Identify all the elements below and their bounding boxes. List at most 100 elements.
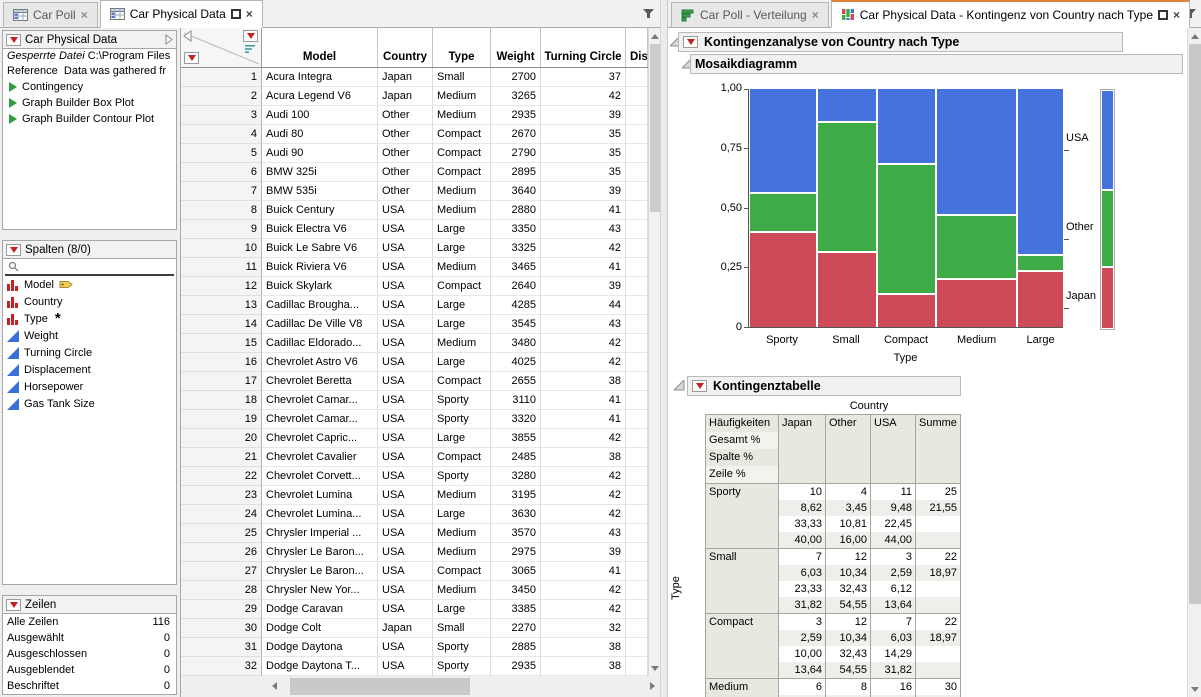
cell[interactable]: 3630 (491, 505, 541, 524)
table-row[interactable]: 5 Audi 90 Other Compact 2790 35 (181, 144, 648, 163)
table-row[interactable]: 12 Buick Skylark USA Compact 2640 39 (181, 277, 648, 296)
row-number[interactable]: 1 (181, 68, 262, 87)
contingency-cell[interactable]: 12 10,34 32,43 54,55 (825, 548, 871, 614)
row-number[interactable]: 10 (181, 239, 262, 258)
col-header-japan[interactable]: Japan (778, 414, 826, 484)
cell[interactable]: Medium (433, 106, 491, 125)
close-icon[interactable]: × (245, 7, 253, 21)
cell[interactable]: Large (433, 220, 491, 239)
row-number[interactable]: 16 (181, 353, 262, 372)
cell[interactable]: 3480 (491, 334, 541, 353)
cell[interactable]: USA (378, 201, 433, 220)
contingency-cell[interactable]: 3 2,59 6,12 13,64 (870, 548, 916, 614)
cell[interactable]: USA (378, 657, 433, 676)
cell[interactable]: Medium (433, 258, 491, 277)
cell[interactable]: Audi 90 (262, 144, 378, 163)
row-number[interactable]: 4 (181, 125, 262, 144)
tab-car-physical-data-kontingenz-von-country-nach-type[interactable]: Car Physical Data - Kontingenz von Count… (830, 0, 1191, 28)
red-triangle-menu-icon[interactable] (683, 36, 698, 48)
mosaic-segment-japan-small[interactable] (817, 252, 876, 327)
cell[interactable]: 35 (541, 125, 626, 144)
table-row[interactable]: 11 Buick Riviera V6 USA Medium 3465 41 (181, 258, 648, 277)
row-number[interactable]: 29 (181, 600, 262, 619)
contingency-cell[interactable]: 7 6,03 14,29 31,82 (870, 613, 916, 679)
cell[interactable] (626, 562, 648, 581)
red-triangle-menu-icon[interactable] (6, 598, 21, 611)
table-row[interactable]: 27 Chrysler Le Baron... USA Compact 3065 41 (181, 562, 648, 581)
row-number[interactable]: 22 (181, 467, 262, 486)
cell[interactable]: 35 (541, 163, 626, 182)
cell[interactable] (626, 87, 648, 106)
cell[interactable]: Compact (433, 372, 491, 391)
cell[interactable]: 41 (541, 201, 626, 220)
window-splitter[interactable] (660, 0, 668, 697)
cell[interactable]: USA (378, 600, 433, 619)
close-icon[interactable]: × (1173, 7, 1181, 22)
cell[interactable]: Sporty (433, 391, 491, 410)
cell[interactable]: Medium (433, 182, 491, 201)
row-number[interactable]: 21 (181, 448, 262, 467)
cell[interactable]: USA (378, 220, 433, 239)
cell[interactable]: Chevrolet Astro V6 (262, 353, 378, 372)
cell[interactable] (626, 543, 648, 562)
cell[interactable]: Sporty (433, 638, 491, 657)
cell[interactable]: Large (433, 296, 491, 315)
cell[interactable]: Large (433, 505, 491, 524)
mosaic-segment-japan-large[interactable] (1018, 271, 1063, 327)
cell[interactable]: Other (378, 106, 433, 125)
collapse-panels-icon[interactable] (183, 30, 192, 45)
scroll-up-arrow[interactable] (1189, 30, 1201, 42)
margin-segment-other[interactable] (1102, 191, 1113, 266)
table-row[interactable]: 25 Chrysler Imperial ... USA Medium 3570 43 (181, 524, 648, 543)
contingency-cell[interactable]: 11 9,48 22,45 44,00 (870, 483, 916, 549)
table-row[interactable]: 6 BMW 325i Other Compact 2895 35 (181, 163, 648, 182)
cell[interactable]: 42 (541, 429, 626, 448)
table-row[interactable]: 16 Chevrolet Astro V6 USA Large 4025 42 (181, 353, 648, 372)
cell[interactable]: 2895 (491, 163, 541, 182)
cell[interactable]: USA (378, 486, 433, 505)
cell[interactable]: Chevrolet Beretta (262, 372, 378, 391)
row-number[interactable]: 26 (181, 543, 262, 562)
column-item-displacement[interactable]: Displacement (3, 361, 176, 378)
maximize-icon[interactable] (1158, 9, 1169, 20)
cell[interactable]: 3350 (491, 220, 541, 239)
cell[interactable]: Chevrolet Capric... (262, 429, 378, 448)
contingency-cell[interactable]: 86,90 (825, 678, 871, 697)
cell[interactable]: Buick Le Sabre V6 (262, 239, 378, 258)
cell[interactable]: 3065 (491, 562, 541, 581)
table-row[interactable]: 10 Buick Le Sabre V6 USA Large 3325 42 (181, 239, 648, 258)
cell[interactable]: BMW 325i (262, 163, 378, 182)
table-row[interactable]: 26 Chrysler Le Baron... USA Medium 2975 39 (181, 543, 648, 562)
grid-horizontal-scrollbar[interactable] (266, 676, 660, 697)
scroll-right-arrow[interactable] (646, 680, 658, 692)
row-number[interactable]: 30 (181, 619, 262, 638)
column-item-turning-circle[interactable]: Turning Circle (3, 344, 176, 361)
cell[interactable]: 4285 (491, 296, 541, 315)
expand-panel-icon[interactable] (165, 34, 173, 45)
scrollbar-thumb[interactable] (1189, 44, 1201, 604)
cell[interactable]: 3385 (491, 600, 541, 619)
cell[interactable]: Japan (378, 619, 433, 638)
column-header-partial[interactable]: Displacement (626, 28, 648, 67)
col-header-other[interactable]: Other (825, 414, 871, 484)
cell[interactable]: USA (378, 315, 433, 334)
cell[interactable]: 41 (541, 391, 626, 410)
cell[interactable]: 2790 (491, 144, 541, 163)
mosaic-segment-japan-medium[interactable] (937, 280, 1017, 327)
grid-vertical-scrollbar[interactable] (648, 28, 660, 676)
cell[interactable]: 3450 (491, 581, 541, 600)
cell[interactable]: Chrysler Imperial ... (262, 524, 378, 543)
cell[interactable] (626, 163, 648, 182)
cell[interactable]: Medium (433, 486, 491, 505)
cell[interactable]: Small (433, 619, 491, 638)
cell[interactable] (626, 391, 648, 410)
red-triangle-menu-icon[interactable] (692, 380, 707, 392)
table-row[interactable]: 7 BMW 535i Other Medium 3640 39 (181, 182, 648, 201)
row-number[interactable]: 19 (181, 410, 262, 429)
cell[interactable]: Buick Electra V6 (262, 220, 378, 239)
table-row[interactable]: 3 Audi 100 Other Medium 2935 39 (181, 106, 648, 125)
table-row[interactable]: 22 Chevrolet Corvett... USA Sporty 3280 42 (181, 467, 648, 486)
cell[interactable]: USA (378, 467, 433, 486)
mosaic-segment-other-medium[interactable] (937, 215, 1017, 279)
scrollbar-thumb[interactable] (650, 44, 660, 212)
